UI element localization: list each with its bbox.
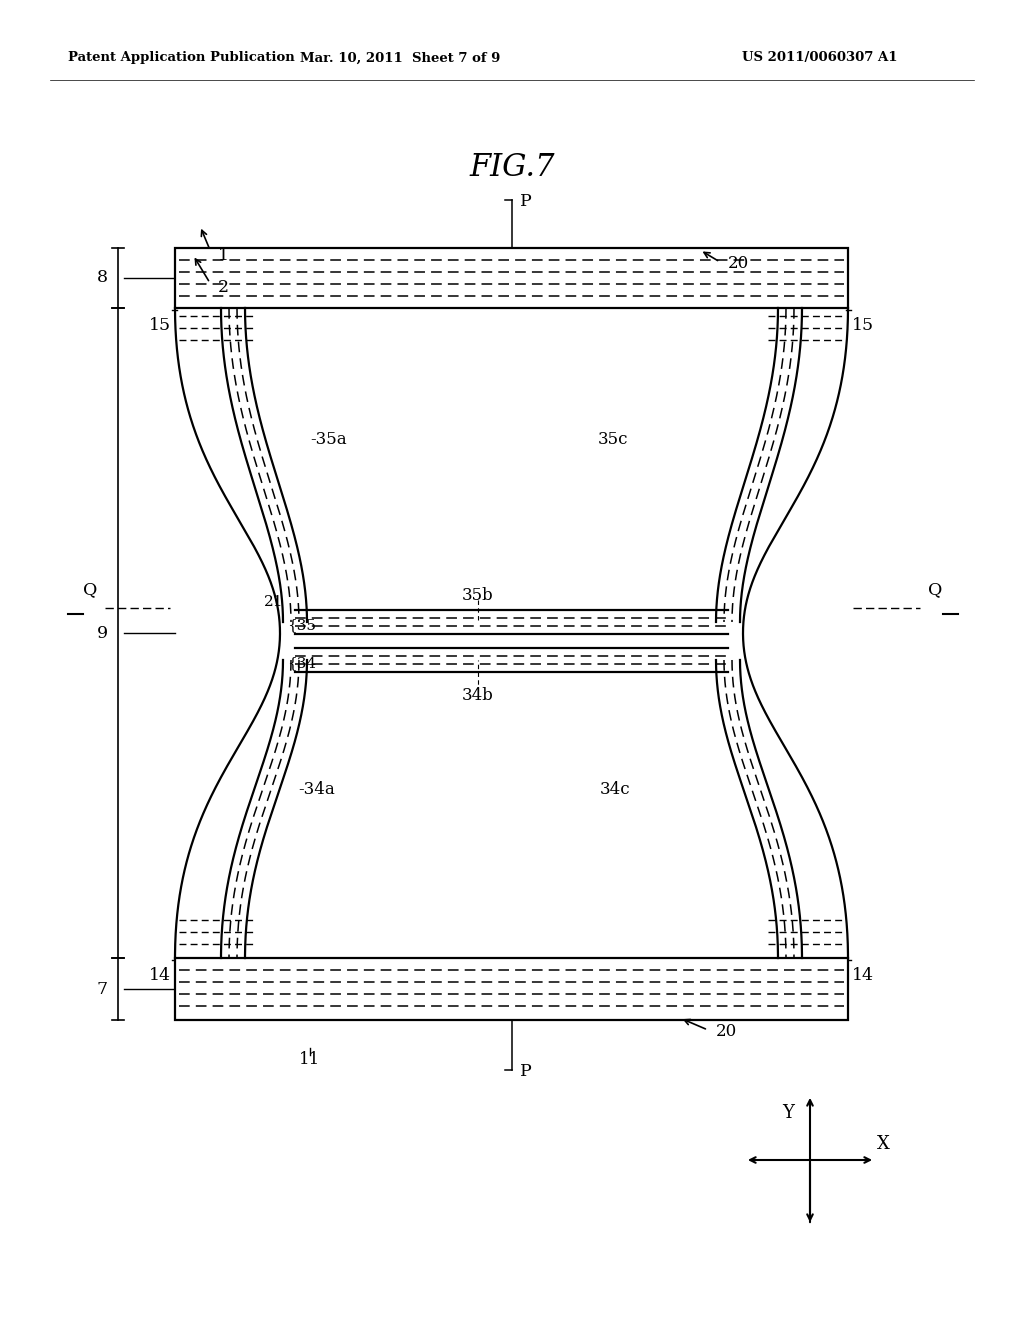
Text: -35a: -35a — [310, 432, 347, 449]
Text: 21: 21 — [263, 595, 283, 609]
Text: 1: 1 — [218, 247, 229, 264]
Text: 20: 20 — [728, 256, 750, 272]
Text: FIG.7: FIG.7 — [469, 153, 555, 183]
Text: P: P — [520, 1064, 531, 1081]
Bar — [175, 958, 848, 1020]
Text: 9: 9 — [97, 624, 108, 642]
Text: 35b: 35b — [462, 587, 494, 605]
Text: Q: Q — [928, 582, 942, 598]
Text: 14: 14 — [852, 968, 874, 985]
Text: 14: 14 — [150, 968, 171, 985]
Text: {35: {35 — [287, 618, 316, 632]
Text: P: P — [520, 194, 531, 210]
Text: 35c: 35c — [598, 432, 629, 449]
Text: 2: 2 — [218, 280, 229, 297]
Text: -34a: -34a — [298, 781, 335, 799]
Text: 11: 11 — [299, 1052, 321, 1068]
Text: X: X — [877, 1135, 890, 1152]
Text: 15: 15 — [852, 318, 874, 334]
Text: 8: 8 — [97, 269, 108, 286]
Text: Q: Q — [83, 582, 97, 598]
Text: Mar. 10, 2011  Sheet 7 of 9: Mar. 10, 2011 Sheet 7 of 9 — [300, 51, 500, 65]
Text: {34: {34 — [287, 656, 316, 671]
Text: US 2011/0060307 A1: US 2011/0060307 A1 — [742, 51, 898, 65]
Bar — [175, 248, 848, 308]
Text: 34b: 34b — [462, 686, 494, 704]
Text: Patent Application Publication: Patent Application Publication — [68, 51, 295, 65]
Text: 20: 20 — [716, 1023, 737, 1040]
Text: Y: Y — [782, 1104, 794, 1122]
Text: 34c: 34c — [600, 781, 631, 799]
Text: 15: 15 — [148, 318, 171, 334]
Text: 7: 7 — [97, 981, 108, 998]
